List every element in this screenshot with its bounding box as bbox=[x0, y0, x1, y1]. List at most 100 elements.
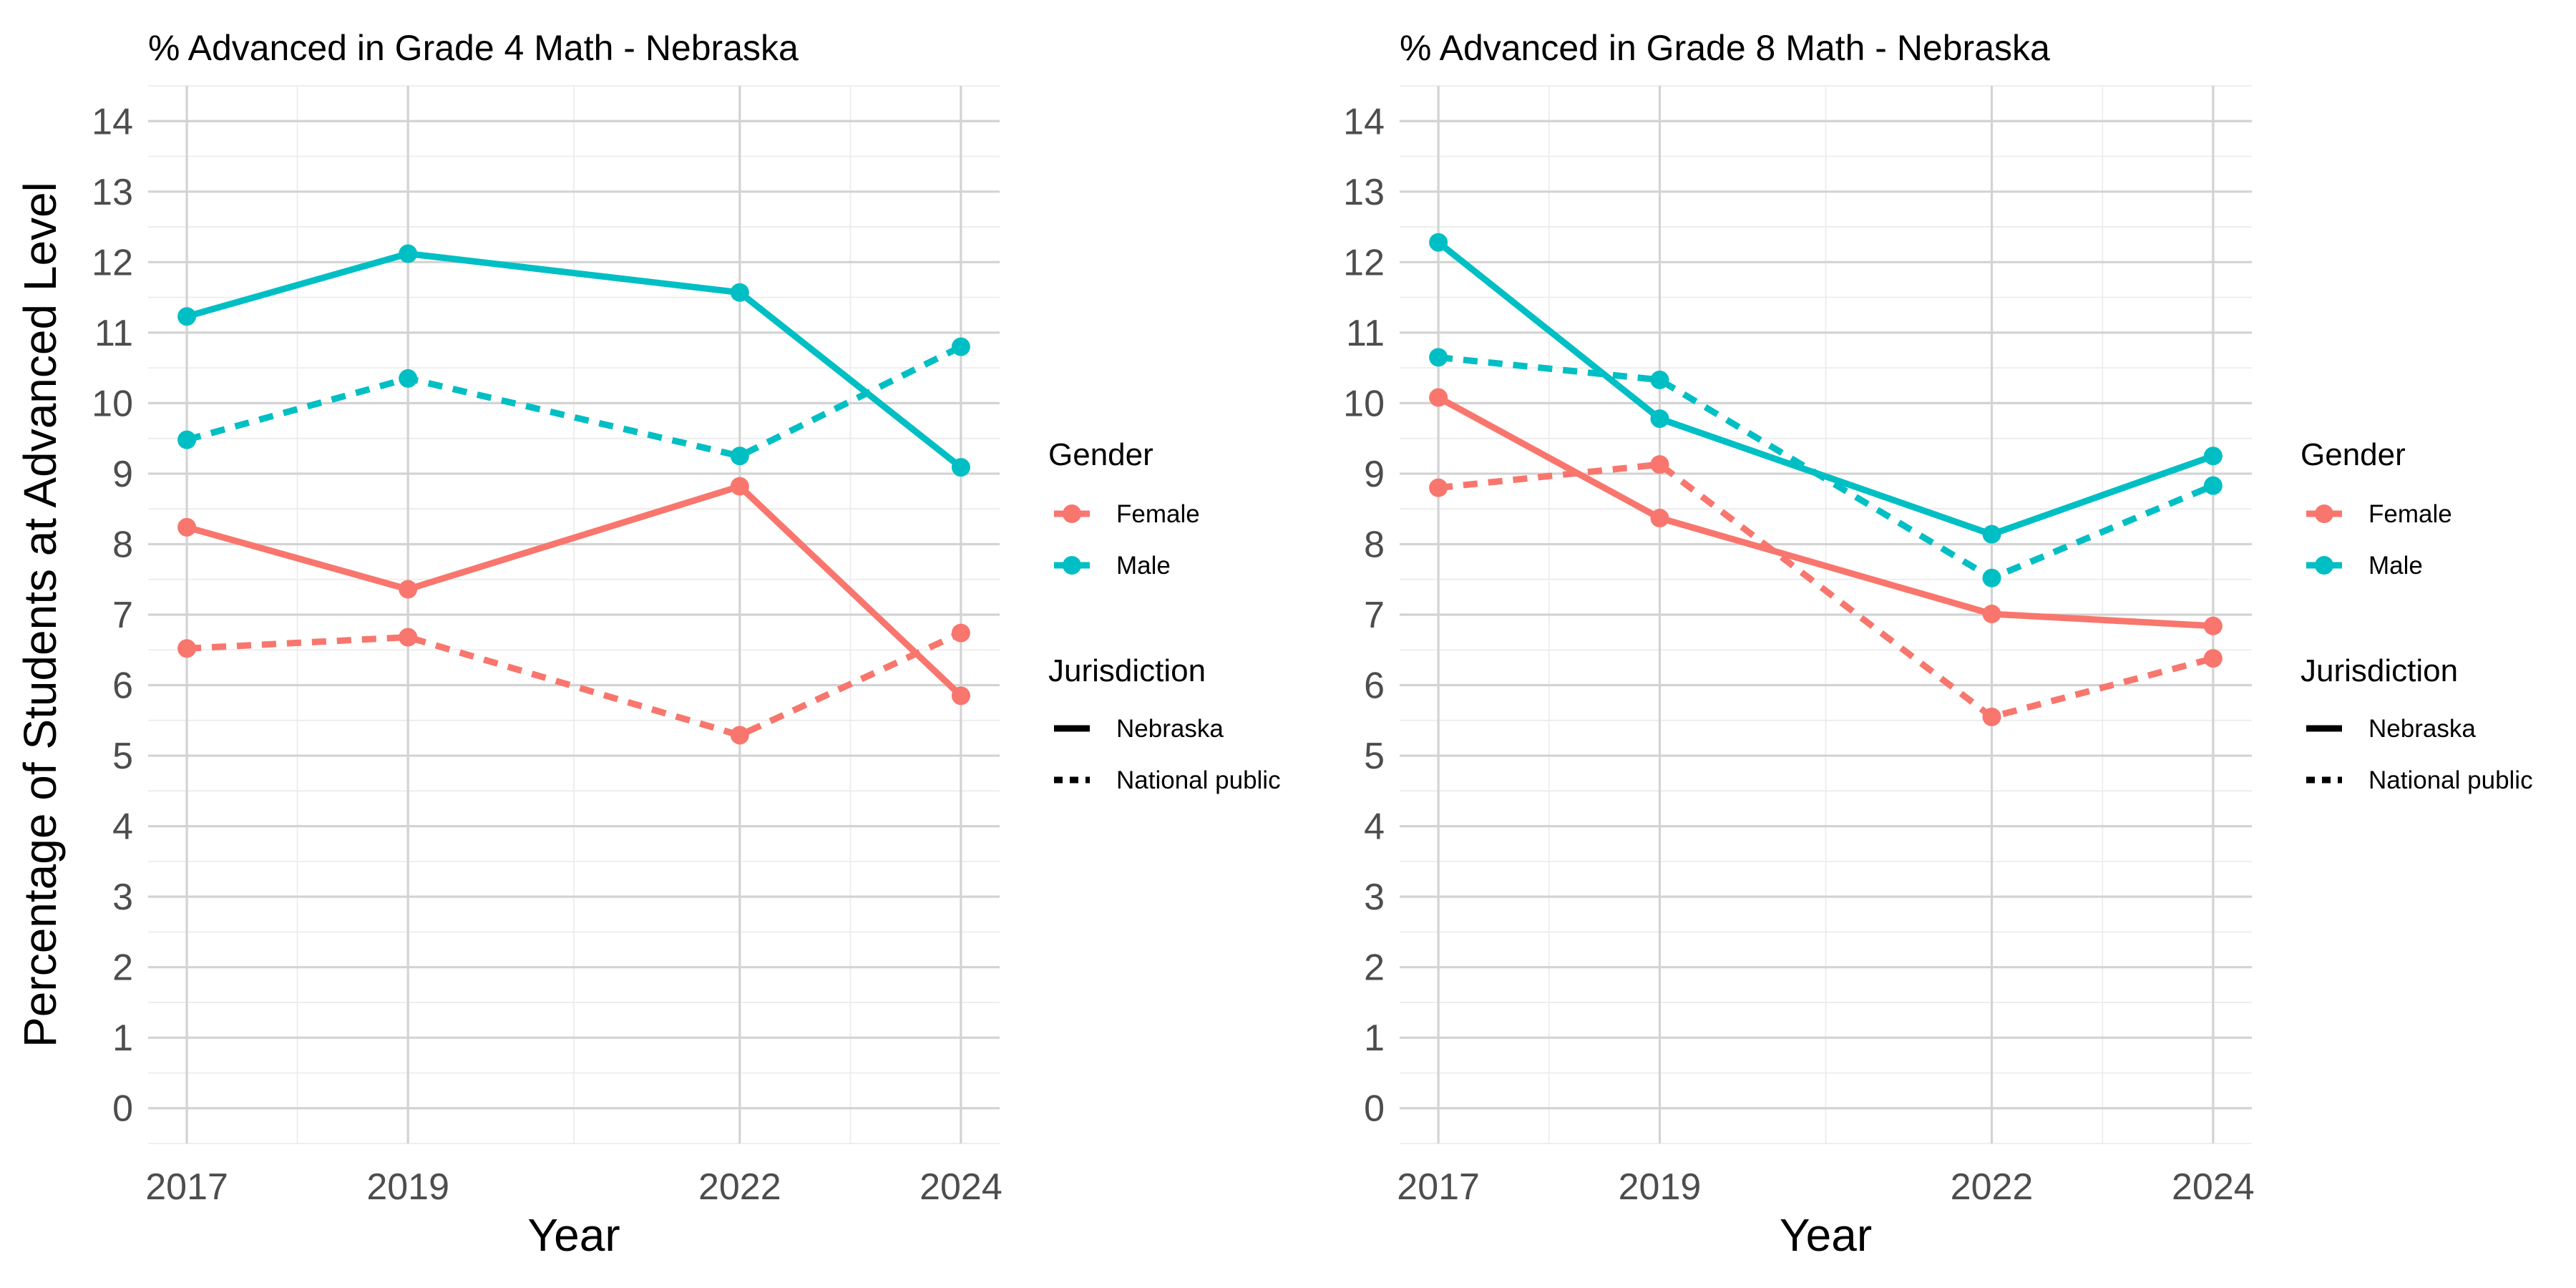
y-tick-label: 3 bbox=[112, 877, 133, 918]
data-point-female-nebraska bbox=[399, 580, 418, 599]
y-tick-label: 1 bbox=[1364, 1018, 1385, 1059]
y-tick-label: 13 bbox=[1343, 172, 1385, 213]
data-point-female-national-public bbox=[1982, 707, 2001, 726]
legend-key-point bbox=[1063, 556, 1081, 575]
data-point-female-nebraska bbox=[1429, 388, 1448, 407]
series-line-male-national-public bbox=[1438, 353, 2215, 582]
data-point-female-national-public bbox=[2203, 649, 2223, 668]
data-point-male-national-public bbox=[730, 447, 749, 466]
data-point-female-national-public bbox=[1429, 478, 1448, 497]
data-point-female-nebraska bbox=[951, 686, 970, 706]
data-point-male-national-public bbox=[1650, 370, 1669, 389]
legend-label: Female bbox=[1116, 500, 1200, 528]
legend-label: National public bbox=[2368, 766, 2533, 794]
series-line-female-national-public bbox=[1438, 461, 2215, 721]
x-tick-label: 2019 bbox=[366, 1166, 449, 1208]
y-tick-label: 12 bbox=[1343, 242, 1385, 283]
data-point-male-nebraska bbox=[177, 307, 197, 326]
data-point-female-national-public bbox=[399, 628, 418, 647]
legend-label: Nebraska bbox=[2368, 715, 2476, 743]
y-tick-label: 7 bbox=[112, 595, 133, 636]
series-line-female-nebraska bbox=[185, 483, 963, 698]
legend-gender-items: Female Male bbox=[1054, 500, 1200, 580]
legend-jurisdiction-items: Nebraska National public bbox=[2306, 715, 2533, 794]
legend-key-point bbox=[2315, 556, 2333, 575]
data-point-male-national-public bbox=[1429, 348, 1448, 367]
series-line-male-nebraska bbox=[185, 250, 963, 470]
data-point-male-nebraska bbox=[1650, 409, 1669, 429]
data-point-male-nebraska bbox=[1982, 525, 2001, 544]
data-point-female-national-public bbox=[1650, 455, 1669, 474]
x-tick-label: 2024 bbox=[919, 1166, 1002, 1208]
legend-label: Male bbox=[2368, 552, 2423, 580]
x-tick-labels: 2017 2019 2022 2024 bbox=[145, 1166, 1002, 1208]
x-tick-label: 2022 bbox=[1951, 1166, 2034, 1208]
y-tick-label: 6 bbox=[1364, 665, 1385, 707]
data-point-male-national-public bbox=[177, 430, 197, 449]
legend: Gender Female Male Jurisdiction NebraskaN… bbox=[1048, 437, 1281, 794]
x-tick-label: 2019 bbox=[1619, 1166, 1702, 1208]
y-tick-label: 8 bbox=[112, 524, 133, 565]
y-tick-label: 2 bbox=[1364, 947, 1385, 989]
y-tick-label: 2 bbox=[112, 947, 133, 989]
series-line-female-nebraska bbox=[1436, 394, 2214, 630]
legend-jurisdiction-title: Jurisdiction bbox=[1048, 653, 1206, 688]
y-tick-label: 14 bbox=[92, 101, 133, 142]
y-tick-label: 6 bbox=[112, 665, 133, 707]
gridlines bbox=[1400, 85, 2252, 1144]
data-point-female-nebraska bbox=[730, 477, 749, 496]
y-tick-label: 14 bbox=[1343, 101, 1385, 142]
legend-key-point bbox=[2315, 504, 2333, 523]
y-tick-label: 10 bbox=[92, 383, 133, 424]
y-tick-label: 0 bbox=[112, 1088, 133, 1130]
series-lines bbox=[185, 250, 963, 738]
legend-label: Male bbox=[1116, 552, 1171, 580]
data-point-male-national-public bbox=[2203, 476, 2223, 495]
series-points bbox=[1429, 233, 2223, 726]
x-axis-label: Year bbox=[1780, 1209, 1872, 1261]
data-point-female-national-public bbox=[177, 639, 197, 658]
data-point-male-nebraska bbox=[951, 458, 970, 477]
data-point-male-national-public bbox=[399, 369, 418, 388]
data-point-male-nebraska bbox=[399, 244, 418, 263]
legend-gender-title: Gender bbox=[1048, 437, 1153, 472]
y-tick-label: 3 bbox=[1364, 877, 1385, 918]
x-tick-label: 2017 bbox=[145, 1166, 228, 1208]
y-tick-label: 9 bbox=[1364, 454, 1385, 495]
y-tick-label: 0 bbox=[1364, 1088, 1385, 1130]
data-point-female-national-public bbox=[730, 726, 749, 745]
x-tick-labels: 2017 2019 2022 2024 bbox=[1397, 1166, 2254, 1208]
chart-title: % Advanced in Grade 4 Math - Nebraska bbox=[148, 28, 799, 68]
y-tick-label: 5 bbox=[112, 736, 133, 777]
x-tick-label: 2024 bbox=[2172, 1166, 2255, 1208]
legend-gender-items: Female Male bbox=[2306, 500, 2452, 580]
gridlines bbox=[148, 85, 1000, 1144]
chart-title: % Advanced in Grade 8 Math - Nebraska bbox=[1400, 28, 2050, 68]
legend-label: Nebraska bbox=[1116, 715, 1224, 743]
series-lines bbox=[1436, 240, 2215, 721]
series-line-female-national-public bbox=[186, 630, 962, 738]
y-tick-label: 4 bbox=[112, 806, 133, 848]
data-point-male-national-public bbox=[951, 337, 970, 356]
data-point-female-national-public bbox=[951, 623, 970, 643]
y-tick-label: 1 bbox=[112, 1018, 133, 1059]
data-point-female-nebraska bbox=[1650, 509, 1669, 528]
y-tick-label: 12 bbox=[92, 242, 133, 283]
legend-jurisdiction-items: Nebraska National public bbox=[1054, 715, 1281, 794]
x-tick-label: 2017 bbox=[1397, 1166, 1480, 1208]
series-points bbox=[177, 244, 970, 745]
x-axis-label: Year bbox=[527, 1209, 620, 1261]
y-tick-label: 5 bbox=[1364, 736, 1385, 777]
data-point-male-national-public bbox=[1982, 568, 2001, 587]
y-tick-label: 11 bbox=[94, 313, 133, 354]
y-tick-label: 11 bbox=[1346, 313, 1385, 354]
data-point-male-nebraska bbox=[2203, 447, 2223, 466]
data-point-female-nebraska bbox=[2203, 616, 2223, 635]
y-tick-label: 13 bbox=[92, 172, 133, 213]
y-tick-label: 7 bbox=[1364, 595, 1385, 636]
